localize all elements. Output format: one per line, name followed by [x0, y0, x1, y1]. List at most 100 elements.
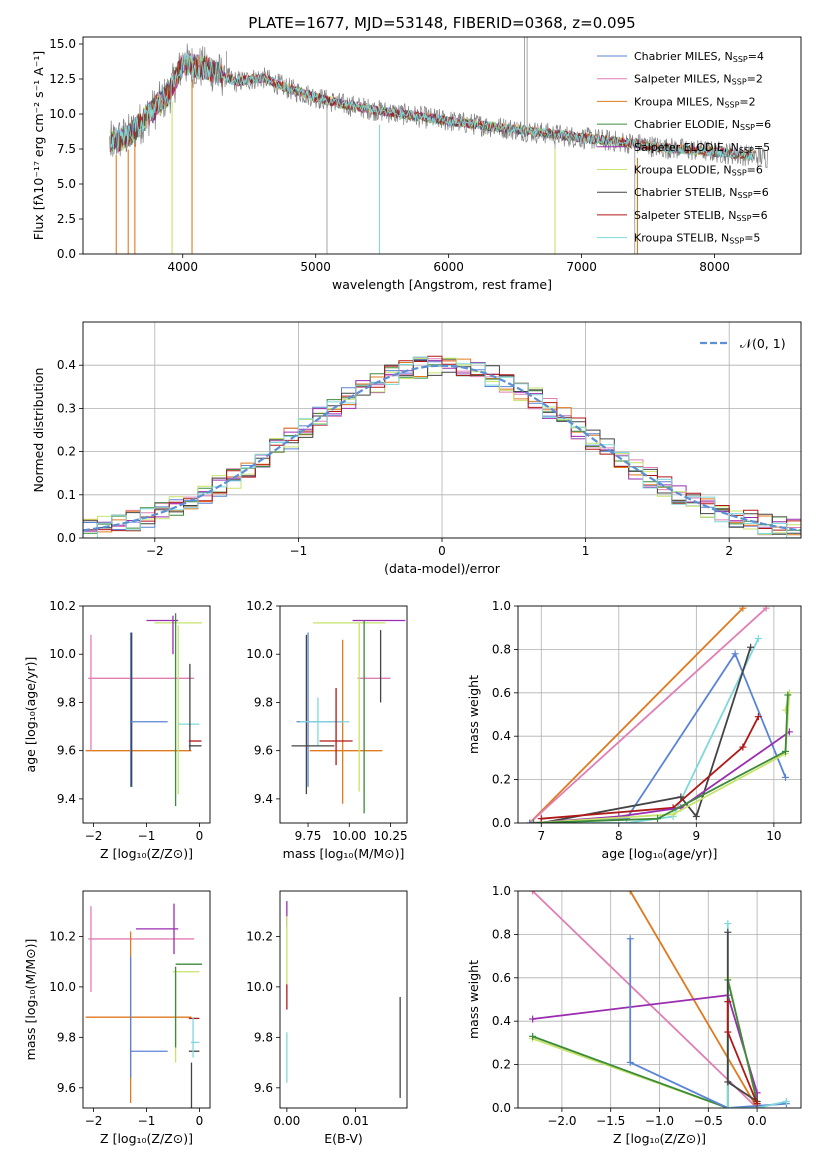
y-tick-label: 0.2: [492, 773, 511, 787]
y-axis-label: mass weight: [466, 960, 481, 1039]
series-marker-chabrier_miles: [526, 819, 534, 823]
x-tick-label: −1: [138, 829, 156, 843]
series-marker-chabrier_miles: [626, 1058, 634, 1066]
y-tick-label: 5.0: [57, 177, 76, 191]
x-tick-label: 0.01: [342, 1114, 369, 1128]
x-tick-label: 0.00: [274, 1114, 301, 1128]
legend-label-salpeter_elodie: Salpeter ELODIE, NSSP=5: [634, 141, 770, 155]
series-line-salpeter_stelib: [541, 716, 760, 820]
y-tick-label: 9.8: [57, 695, 76, 709]
series-marker-chabrier_miles: [731, 650, 739, 658]
axes-frame: [82, 36, 802, 255]
x-axis-label: Z [log₁₀(Z/Z⊙)]: [613, 1131, 706, 1146]
series-marker-chabrier_elodie: [781, 747, 789, 755]
y-tick-label: 10.2: [246, 929, 273, 943]
y-tick-label: 9.4: [254, 792, 273, 806]
y-tick-label: 0.4: [57, 358, 76, 372]
y-tick-label: 9.8: [57, 1030, 76, 1044]
panel-residuals: −2 −1 0 1 2 0.0 0.1 0.2 0.3 0.4 (data-model)/error…: [31, 321, 802, 576]
x-axis-label: Z [log₁₀(Z/Z⊙)]: [100, 1131, 193, 1146]
series-marker-chabrier_elodie: [784, 691, 792, 699]
y-tick-label: 7.5: [57, 142, 76, 156]
y-tick-label: 1.0: [492, 599, 511, 613]
x-tick-label: 7: [537, 829, 545, 843]
y-tick-label: 1.0: [492, 884, 511, 898]
axes-frame: [82, 605, 211, 824]
series-marker-kroupa_stelib: [754, 635, 762, 643]
y-tick-label: 9.6: [57, 744, 76, 758]
y-tick-label: 0.6: [492, 686, 511, 700]
y-axis-label: age [log₁₀(age/yr)]: [23, 657, 38, 773]
x-tick-label: −2.0: [547, 1114, 576, 1128]
x-tick-label: 10.00: [332, 829, 366, 843]
axes-frame: [279, 890, 408, 1109]
legend-label-kroupa_miles: Kroupa MILES, NSSP=2: [634, 95, 756, 109]
x-tick-label: 8: [615, 829, 623, 843]
legend: Chabrier MILES, NSSP=4 Salpeter MILES, NS…: [597, 50, 771, 246]
series-marker-chabrier_elodie: [530, 819, 538, 823]
legend-label-chabrier_miles: Chabrier MILES, NSSP=4: [634, 50, 764, 64]
x-tick-label: 6000: [433, 260, 464, 274]
x-tick-label: 4000: [167, 260, 198, 274]
series-marker-salpeter_stelib: [754, 713, 762, 721]
y-tick-label: 10.0: [246, 980, 273, 994]
series-marker-chabrier_elodie: [654, 815, 662, 823]
series-marker-chabrier_stelib: [747, 643, 755, 651]
y-tick-label: 10.0: [49, 107, 76, 121]
series-marker-salpeter_stelib: [724, 998, 732, 1006]
x-tick-label: −1: [138, 1114, 156, 1128]
x-tick-label: −1.0: [645, 1114, 674, 1128]
y-tick-label: 0.8: [492, 642, 511, 656]
plot-area-spectrum: [109, 37, 768, 254]
plot-area-mass_vs_ebv: [286, 901, 401, 1098]
plot-area-age_vs_mass: [291, 619, 406, 814]
model-spectrum-kroupa_stelib: [110, 52, 755, 161]
x-tick-label: 2: [725, 544, 733, 558]
x-axis-label: wavelength [Angstrom, rest frame]: [332, 277, 552, 292]
y-tick-label: 0.6: [492, 971, 511, 985]
y-axis-label: Flux [fλ10⁻¹⁷ erg cm⁻² s⁻¹ A⁻¹]: [31, 51, 46, 240]
series-line-salpeter_miles: [531, 891, 758, 1108]
y-tick-label: 9.6: [254, 744, 273, 758]
y-tick-label: 9.6: [57, 1081, 76, 1095]
x-tick-label: 0: [196, 1114, 204, 1128]
plot-area-residuals: [83, 322, 801, 538]
legend-label-chabrier_elodie: Chabrier ELODIE, NSSP=6: [634, 118, 771, 132]
gaussian-curve: [83, 364, 801, 532]
legend-label-kroupa_elodie: Kroupa ELODIE, NSSP=6: [634, 164, 763, 178]
series-marker-kroupa_elodie: [669, 810, 677, 818]
y-tick-label: 0.2: [57, 445, 76, 459]
x-tick-label: 9.75: [295, 829, 322, 843]
series-line-salpeter_miles: [528, 607, 767, 823]
y-tick-label: 0.0: [57, 247, 76, 261]
panel-weight_vs_Z: −2.0 −1.5 −1.0 −0.5 0.0 0.0 0.2 0.4 0.6 0.8 1.0 Z […: [466, 884, 802, 1146]
y-tick-label: 9.8: [254, 695, 273, 709]
plot-area-weight_vs_Z: [518, 891, 801, 1108]
axes-frame: [517, 605, 802, 824]
series-marker-salpeter_stelib: [753, 1100, 761, 1108]
series-marker-kroupa_stelib: [782, 1097, 790, 1105]
x-tick-label: −1.5: [596, 1114, 625, 1128]
series-marker-salpeter_stelib: [537, 815, 545, 823]
y-tick-label: 15.0: [49, 37, 76, 51]
legend-label-salpeter_miles: Salpeter MILES, NSSP=2: [634, 73, 763, 87]
y-tick-label: 9.4: [57, 792, 76, 806]
y-tick-label: 0.4: [492, 729, 511, 743]
y-tick-label: 12.5: [49, 72, 76, 86]
x-tick-label: −2: [85, 829, 103, 843]
series-marker-chabrier_stelib: [692, 812, 700, 820]
plot-area-age_vs_Z: [85, 613, 203, 807]
x-axis-label: (data-model)/error: [384, 561, 501, 576]
plot-area-weight_vs_age: [518, 606, 801, 823]
series-marker-chabrier_stelib: [724, 928, 732, 936]
legend-label-kroupa_stelib: Kroupa STELIB, NSSP=5: [634, 232, 760, 246]
y-axis-label: mass [log₁₀(M/M⊙)]: [23, 939, 38, 1061]
x-tick-label: 0: [196, 829, 204, 843]
x-axis-label: age [log₁₀(age/yr)]: [602, 846, 718, 861]
y-axis-label: Normed distribution: [31, 368, 46, 493]
series-line-kroupa_miles: [528, 607, 744, 823]
x-tick-label: 9: [693, 829, 701, 843]
chart-title: PLATE=1677, MJD=53148, FIBERID=0368, z=0…: [248, 14, 635, 32]
series-line-chabrier_stelib: [541, 646, 752, 823]
y-tick-label: 2.5: [57, 212, 76, 226]
